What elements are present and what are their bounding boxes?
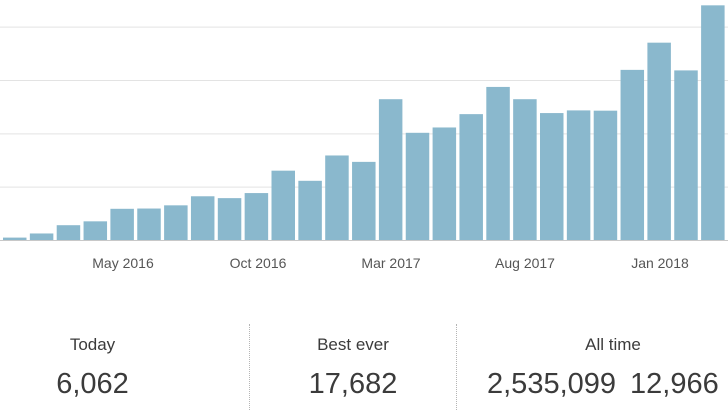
- best-ever-value: 17,682: [308, 368, 398, 400]
- x-tick-label: May 2016: [92, 255, 154, 271]
- x-tick-label: Jan 2018: [631, 255, 689, 271]
- chart-bar[interactable]: [378, 99, 403, 240]
- chart-bar[interactable]: [325, 155, 349, 240]
- chart-bar[interactable]: [164, 205, 188, 240]
- today-value: 6,062: [56, 368, 129, 400]
- x-tick-label: Aug 2017: [495, 255, 555, 271]
- chart-bars: [3, 5, 725, 241]
- chart-bar[interactable]: [405, 132, 430, 240]
- chart-bar[interactable]: [701, 5, 725, 240]
- chart-bar[interactable]: [3, 237, 27, 240]
- chart-bar[interactable]: [29, 233, 54, 240]
- chart-bar[interactable]: [83, 221, 108, 240]
- chart-bar[interactable]: [110, 208, 134, 240]
- chart-bar[interactable]: [432, 127, 457, 240]
- x-tick-label: Mar 2017: [361, 255, 420, 271]
- chart-bar[interactable]: [244, 193, 269, 240]
- stats-divider: [249, 324, 250, 410]
- chart-bar[interactable]: [298, 180, 322, 240]
- chart-bar[interactable]: [566, 110, 591, 241]
- chart-bar[interactable]: [674, 70, 698, 241]
- chart-bar[interactable]: [486, 86, 510, 241]
- chart-bar[interactable]: [137, 208, 161, 240]
- all-time-label: All time: [585, 335, 641, 354]
- all-time-extra-value: 12,966: [630, 368, 719, 400]
- all-time-value: 2,535,099: [487, 368, 617, 400]
- chart-bar[interactable]: [540, 113, 564, 240]
- chart-bar[interactable]: [352, 161, 376, 240]
- views-bar-chart: May 2016 Oct 2016 Mar 2017 Aug 2017 Jan …: [0, 5, 728, 271]
- chart-bar[interactable]: [647, 42, 671, 240]
- chart-bar[interactable]: [593, 110, 618, 240]
- chart-bar[interactable]: [620, 69, 645, 241]
- chart-bar[interactable]: [217, 198, 242, 240]
- stats-divider: [456, 324, 457, 410]
- chart-bar[interactable]: [56, 225, 81, 240]
- chart-bar[interactable]: [459, 114, 483, 240]
- today-label: Today: [69, 335, 116, 354]
- chart-bar[interactable]: [513, 99, 537, 240]
- best-ever-label: Best ever: [317, 335, 389, 354]
- x-tick-label: Oct 2016: [230, 255, 287, 271]
- chart-bar[interactable]: [271, 170, 296, 240]
- x-tick-labels: May 2016 Oct 2016 Mar 2017 Aug 2017 Jan …: [92, 255, 689, 271]
- chart-bar[interactable]: [190, 196, 215, 240]
